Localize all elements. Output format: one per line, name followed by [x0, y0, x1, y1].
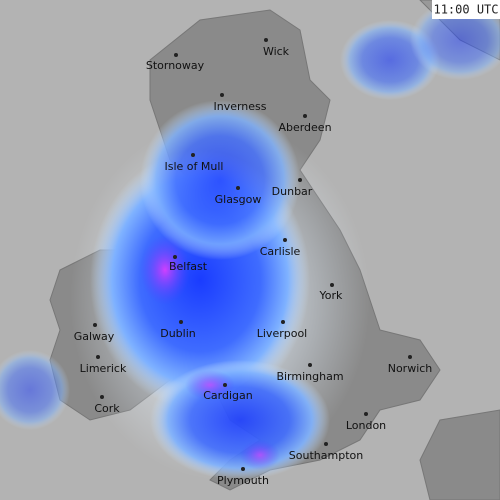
city-dot [408, 355, 412, 359]
city-dot [96, 355, 100, 359]
cities: Wick Stornoway Inverness Aberdeen Isle o… [74, 38, 433, 487]
city-label: Aberdeen [278, 121, 331, 134]
city-label: Dublin [160, 327, 196, 340]
city-label: Liverpool [257, 327, 307, 340]
city-label: Cardigan [203, 389, 253, 402]
city-dot [173, 255, 177, 259]
city-dot [179, 320, 183, 324]
city-dot [223, 383, 227, 387]
city-dot [283, 238, 287, 242]
city-dot [100, 395, 104, 399]
city-label: Isle of Mull [165, 160, 224, 173]
city-label: Limerick [80, 362, 127, 375]
city-label: London [346, 419, 386, 432]
city-label: Galway [74, 330, 115, 343]
city-label: York [319, 289, 344, 302]
city-dot [298, 178, 302, 182]
city-label: Stornoway [146, 59, 205, 72]
timestamp: 11:00 UTC [433, 3, 498, 17]
city-label: Cork [94, 402, 120, 415]
city-dot [264, 38, 268, 42]
city-label: Norwich [388, 362, 433, 375]
city-dot [324, 442, 328, 446]
radar-echoes [0, 0, 500, 480]
city-dot [174, 53, 178, 57]
city-dot [330, 283, 334, 287]
city-label: Southampton [289, 449, 363, 462]
city-label: Glasgow [215, 193, 262, 206]
city-dot [220, 93, 224, 97]
city-dot [281, 320, 285, 324]
city-dot [308, 363, 312, 367]
city-label: Birmingham [276, 370, 343, 383]
city-label: Carlisle [260, 245, 301, 258]
city-label: Plymouth [217, 474, 269, 487]
city-label: Inverness [213, 100, 266, 113]
city-label: Dunbar [272, 185, 313, 198]
city-label: Belfast [169, 260, 208, 273]
city-dot [236, 186, 240, 190]
city-dot [191, 153, 195, 157]
city-dot [364, 412, 368, 416]
timestamp-box [432, 0, 500, 19]
city-dot [303, 114, 307, 118]
city-dot [93, 323, 97, 327]
city-label: Wick [263, 45, 290, 58]
city-dot [241, 467, 245, 471]
